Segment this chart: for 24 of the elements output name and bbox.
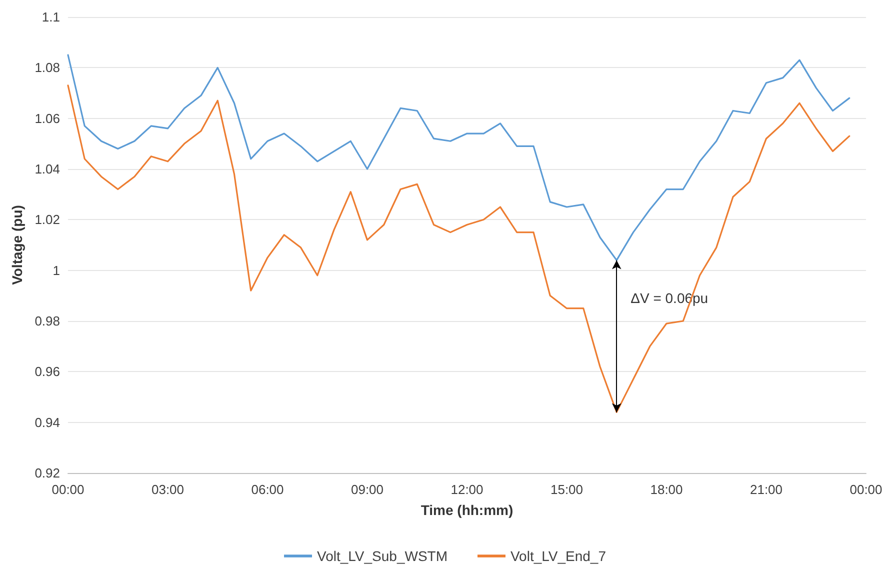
y-tick-label: 1.1	[42, 10, 60, 24]
y-tick-label: 1.08	[34, 60, 60, 76]
x-tick-label: 09:00	[350, 482, 384, 497]
legend-label: Volt_LV_End_7	[510, 548, 606, 564]
y-tick-label: 0.94	[34, 414, 60, 430]
y-tick-label: 1.04	[34, 162, 60, 176]
x-tick-label: 00:00	[52, 482, 84, 497]
line-series	[67, 84, 850, 413]
y-tick-label: 1.02	[34, 212, 60, 228]
x-tick-label: 03:00	[151, 482, 184, 497]
legend-label: Volt_LV_Sub_WSTM	[317, 548, 448, 564]
y-tick-label: 0.96	[34, 364, 60, 380]
x-tick-label: 21:00	[750, 482, 783, 497]
x-tick-label: 06:00	[251, 482, 284, 497]
x-axis-title: Time (hh:mm)	[420, 502, 514, 518]
y-axis-title: Voltage (pu)	[8, 205, 25, 285]
x-tick-label: 18:00	[650, 482, 683, 497]
y-tick-label: 1	[52, 262, 60, 278]
x-tick-label: 00:00	[850, 482, 882, 497]
y-tick-label: 0.98	[34, 314, 60, 328]
x-tick-label: 15:00	[550, 482, 584, 497]
x-tick-label: 12:00	[450, 482, 484, 497]
y-tick-label: 1.06	[34, 110, 60, 126]
y-tick-label: 0.92	[34, 466, 60, 480]
